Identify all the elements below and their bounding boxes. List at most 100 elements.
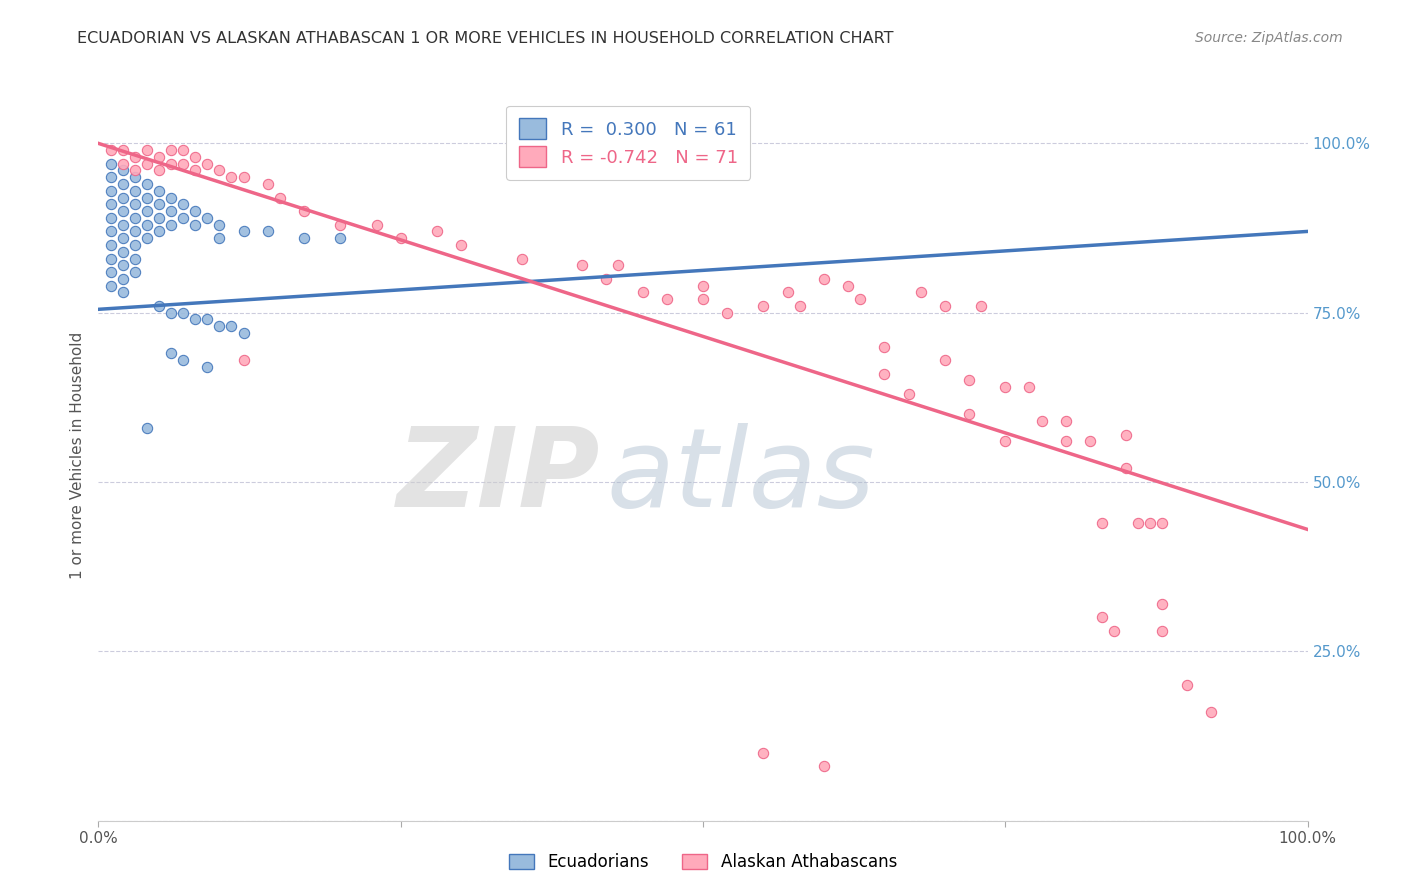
Point bbox=[148, 299, 170, 313]
Point bbox=[837, 278, 859, 293]
Point bbox=[957, 407, 980, 421]
Point bbox=[148, 184, 170, 198]
Point bbox=[1078, 434, 1101, 449]
Point bbox=[100, 265, 122, 279]
Point bbox=[124, 197, 146, 211]
Point bbox=[100, 143, 122, 157]
Point bbox=[752, 299, 775, 313]
Point bbox=[184, 218, 207, 232]
Point bbox=[692, 278, 714, 293]
Point bbox=[1199, 706, 1222, 720]
Point bbox=[1128, 516, 1150, 530]
Point bbox=[1175, 678, 1198, 692]
Point bbox=[135, 190, 157, 204]
Point bbox=[160, 190, 183, 204]
Point bbox=[789, 299, 811, 313]
Point bbox=[111, 157, 134, 171]
Point bbox=[111, 177, 134, 191]
Point bbox=[124, 224, 146, 238]
Point bbox=[256, 177, 278, 191]
Point bbox=[111, 163, 134, 178]
Point bbox=[135, 204, 157, 219]
Legend: R =  0.300   N = 61, R = -0.742   N = 71: R = 0.300 N = 61, R = -0.742 N = 71 bbox=[506, 105, 751, 180]
Point bbox=[111, 231, 134, 245]
Point bbox=[571, 258, 593, 272]
Point bbox=[1139, 516, 1161, 530]
Point bbox=[329, 218, 352, 232]
Point bbox=[692, 292, 714, 306]
Text: Source: ZipAtlas.com: Source: ZipAtlas.com bbox=[1195, 31, 1343, 45]
Point bbox=[135, 157, 157, 171]
Point bbox=[124, 184, 146, 198]
Point bbox=[135, 421, 157, 435]
Point bbox=[148, 150, 170, 164]
Point bbox=[100, 278, 122, 293]
Point bbox=[1054, 414, 1077, 428]
Point bbox=[366, 218, 388, 232]
Point bbox=[172, 197, 194, 211]
Point bbox=[208, 218, 231, 232]
Point bbox=[269, 190, 291, 204]
Point bbox=[184, 312, 207, 326]
Text: ECUADORIAN VS ALASKAN ATHABASCAN 1 OR MORE VEHICLES IN HOUSEHOLD CORRELATION CHA: ECUADORIAN VS ALASKAN ATHABASCAN 1 OR MO… bbox=[77, 31, 894, 46]
Point bbox=[148, 197, 170, 211]
Point bbox=[100, 157, 122, 171]
Point bbox=[208, 319, 231, 334]
Point bbox=[172, 353, 194, 368]
Point bbox=[994, 434, 1017, 449]
Text: ZIP: ZIP bbox=[396, 424, 600, 531]
Point bbox=[100, 197, 122, 211]
Point bbox=[607, 258, 630, 272]
Point bbox=[1102, 624, 1125, 638]
Point bbox=[1152, 624, 1174, 638]
Point bbox=[111, 190, 134, 204]
Point bbox=[1152, 516, 1174, 530]
Point bbox=[111, 285, 134, 300]
Point bbox=[957, 373, 980, 387]
Point bbox=[135, 143, 157, 157]
Point bbox=[329, 231, 352, 245]
Point bbox=[124, 252, 146, 266]
Point bbox=[208, 231, 231, 245]
Point bbox=[208, 163, 231, 178]
Point bbox=[124, 170, 146, 185]
Point bbox=[232, 224, 254, 238]
Point bbox=[124, 163, 146, 178]
Point bbox=[450, 238, 472, 252]
Point bbox=[111, 258, 134, 272]
Point bbox=[124, 150, 146, 164]
Point bbox=[752, 746, 775, 760]
Point bbox=[873, 367, 896, 381]
Point bbox=[100, 184, 122, 198]
Point bbox=[172, 157, 194, 171]
Point bbox=[1018, 380, 1040, 394]
Point bbox=[1115, 461, 1137, 475]
Point bbox=[148, 163, 170, 178]
Point bbox=[232, 170, 254, 185]
Point bbox=[124, 211, 146, 225]
Point bbox=[160, 306, 183, 320]
Point bbox=[111, 204, 134, 219]
Point bbox=[934, 353, 956, 368]
Point bbox=[172, 143, 194, 157]
Point bbox=[1091, 516, 1114, 530]
Y-axis label: 1 or more Vehicles in Household: 1 or more Vehicles in Household bbox=[69, 331, 84, 579]
Point bbox=[100, 252, 122, 266]
Point bbox=[1031, 414, 1053, 428]
Point bbox=[716, 306, 738, 320]
Point bbox=[135, 177, 157, 191]
Point bbox=[160, 346, 183, 360]
Point bbox=[1115, 427, 1137, 442]
Point bbox=[100, 211, 122, 225]
Point bbox=[148, 211, 170, 225]
Point bbox=[910, 285, 932, 300]
Legend: Ecuadorians, Alaskan Athabascans: Ecuadorians, Alaskan Athabascans bbox=[501, 845, 905, 880]
Point bbox=[135, 231, 157, 245]
Point bbox=[195, 211, 218, 225]
Point bbox=[100, 238, 122, 252]
Point bbox=[897, 387, 920, 401]
Point bbox=[994, 380, 1017, 394]
Point bbox=[813, 272, 835, 286]
Point bbox=[389, 231, 412, 245]
Point bbox=[100, 170, 122, 185]
